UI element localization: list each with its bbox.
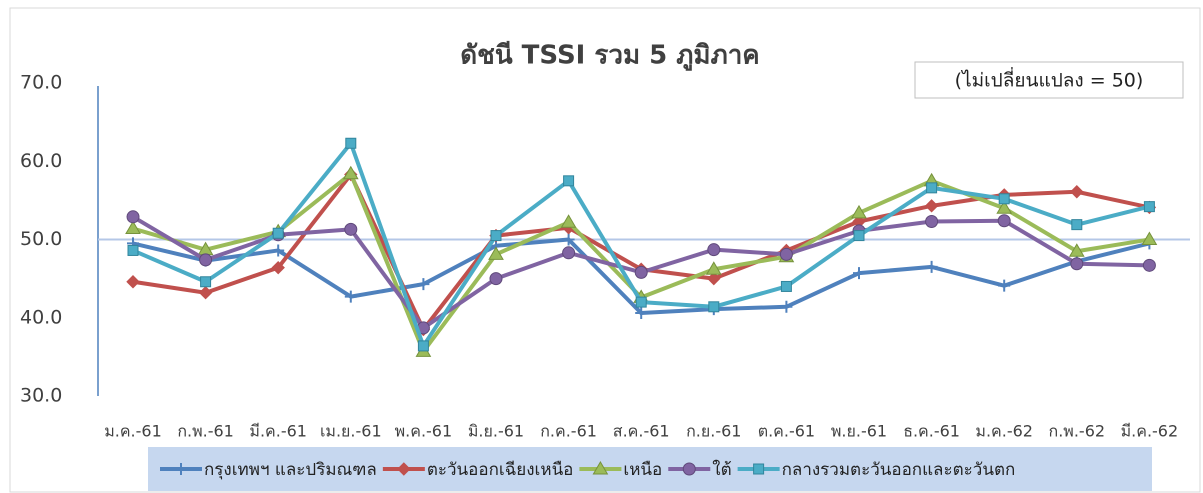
x-tick-label: พ.ค.-61 xyxy=(395,422,453,441)
point xyxy=(996,200,1013,214)
x-tick-label: ม.ค.-62 xyxy=(975,422,1033,441)
point xyxy=(1071,219,1083,231)
point xyxy=(707,271,721,286)
point xyxy=(1068,243,1085,257)
legend-label: เหนือ xyxy=(623,460,662,480)
point xyxy=(851,204,867,219)
point xyxy=(1143,201,1155,213)
x-tick-label: ส.ค.-61 xyxy=(613,422,670,441)
point xyxy=(705,261,722,275)
x-tick-label: ก.ค.-61 xyxy=(540,422,597,441)
point xyxy=(344,222,358,236)
point xyxy=(126,275,140,289)
point xyxy=(488,246,504,260)
point xyxy=(199,253,213,267)
annotation: (ไม่เปลี่ยนแปลง = 50) xyxy=(955,67,1144,92)
x-tick-label: มิ.ย.-61 xyxy=(468,422,524,441)
point xyxy=(1070,185,1084,199)
legend-marker xyxy=(682,462,696,476)
point xyxy=(344,290,357,303)
y-tick-label: 70.0 xyxy=(20,72,62,94)
legend-label: ใต้ xyxy=(712,459,731,480)
x-tick-label: ม.ค.-61 xyxy=(104,422,162,441)
point xyxy=(780,300,793,313)
x-tick-label: ธ.ค.-61 xyxy=(903,422,960,441)
point xyxy=(562,246,576,260)
y-tick-label: 60.0 xyxy=(20,150,62,172)
annotation-box xyxy=(914,61,1184,99)
legend-box xyxy=(148,447,1152,491)
x-tick-label: มี.ค.-61 xyxy=(249,422,307,441)
point xyxy=(707,243,721,257)
point xyxy=(200,276,212,288)
point xyxy=(417,278,430,291)
point xyxy=(127,244,139,256)
point xyxy=(853,267,865,280)
point xyxy=(490,230,502,242)
point xyxy=(563,175,575,187)
point xyxy=(925,260,938,273)
point xyxy=(198,286,213,300)
y-tick-label: 40.0 xyxy=(20,306,62,328)
point xyxy=(1070,257,1084,271)
x-tick-label: เม.ย.-61 xyxy=(320,422,382,441)
x-tick-label: ต.ค.-61 xyxy=(758,422,815,441)
x-tick-label: มี.ค.-62 xyxy=(1121,422,1179,441)
point xyxy=(417,340,429,352)
legend-marker xyxy=(753,463,765,475)
legend-label: กลางรวมตะวันออกและตะวันตก xyxy=(782,460,1016,480)
point xyxy=(925,215,939,229)
legend-marker xyxy=(175,463,187,475)
point xyxy=(560,214,577,228)
legend-label: กรุงเทพฯ และปริมณฑล xyxy=(204,460,377,480)
point xyxy=(1142,258,1156,272)
legend-marker xyxy=(397,462,411,476)
point xyxy=(998,193,1010,205)
y-tick-label: 50.0 xyxy=(20,228,62,250)
point xyxy=(780,280,792,292)
point xyxy=(489,272,503,286)
legend-label: ตะวันออกเฉียงเหนือ xyxy=(427,460,574,480)
point xyxy=(345,137,357,149)
y-tick-label: 30.0 xyxy=(20,385,62,407)
chart-title: ดัชนี TSSI รวม 5 ภูมิภาค xyxy=(460,41,759,72)
point xyxy=(779,247,793,261)
point xyxy=(562,233,575,246)
point xyxy=(635,307,648,320)
point xyxy=(998,279,1011,292)
x-tick-label: ก.พ.-61 xyxy=(177,422,234,441)
point xyxy=(1141,231,1158,245)
point xyxy=(271,260,285,275)
legend-marker xyxy=(592,461,609,475)
point xyxy=(125,220,141,235)
x-tick-label: ก.ย.-61 xyxy=(686,422,741,441)
x-tick-label: พ.ย.-61 xyxy=(831,422,887,441)
point xyxy=(635,296,647,308)
point xyxy=(853,230,865,242)
point xyxy=(997,214,1011,228)
point xyxy=(342,165,359,180)
point xyxy=(708,301,720,313)
point xyxy=(126,210,140,224)
point xyxy=(634,265,648,279)
point xyxy=(272,227,284,239)
point xyxy=(924,199,939,213)
point xyxy=(272,244,285,257)
point xyxy=(926,182,938,194)
x-tick-label: ก.พ.-62 xyxy=(1049,422,1106,441)
